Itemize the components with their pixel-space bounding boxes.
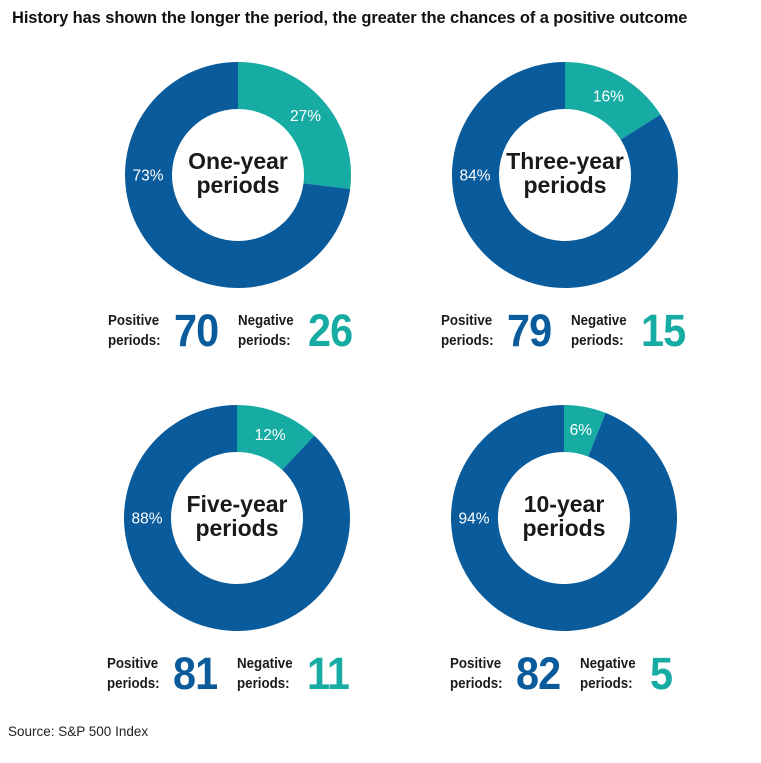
positive-periods-value: 70 bbox=[174, 305, 219, 356]
positive-periods-value: 79 bbox=[507, 305, 552, 356]
negative-periods-label: Negative periods: bbox=[237, 656, 293, 692]
center-label-period: Five-year bbox=[186, 491, 287, 517]
positive-slice bbox=[125, 62, 351, 288]
negative-periods-value: 15 bbox=[641, 305, 686, 356]
donut-panel-one-year: 27% 73% One-year periods Positive periods: 7… bbox=[108, 55, 448, 395]
center-label-periods: periods bbox=[523, 172, 606, 198]
center-label-periods: periods bbox=[522, 515, 605, 541]
negative-periods-label: Negative periods: bbox=[571, 313, 627, 349]
positive-pct-label: 88% bbox=[131, 511, 162, 528]
negative-slice bbox=[564, 405, 606, 457]
negative-periods-value: 5 bbox=[650, 648, 673, 699]
negative-pct-label: 6% bbox=[570, 422, 593, 439]
positive-periods-value: 81 bbox=[173, 648, 218, 699]
negative-slice bbox=[565, 62, 661, 140]
center-label-period: Three-year bbox=[506, 148, 624, 174]
negative-slice bbox=[237, 405, 315, 470]
positive-periods-label: Positive periods: bbox=[441, 313, 494, 349]
negative-pct-label: 27% bbox=[290, 108, 321, 125]
center-label-periods: periods bbox=[195, 515, 278, 541]
stats-row: Positive periods: 82 Negative periods: 5 bbox=[450, 651, 674, 697]
positive-periods-label: Positive periods: bbox=[107, 656, 160, 692]
donut-panel-ten-year: 6% 94% 10-year periods Positive periods: 82 … bbox=[444, 398, 761, 738]
positive-pct-label: 73% bbox=[132, 168, 163, 185]
negative-pct-label: 12% bbox=[255, 427, 286, 444]
center-label-period: 10-year bbox=[524, 491, 605, 517]
donut-panel-five-year: 12% 88% Five-year periods Positive periods: … bbox=[107, 398, 447, 738]
negative-periods-value: 26 bbox=[308, 305, 353, 356]
negative-periods-label: Negative periods: bbox=[580, 656, 636, 692]
donut-panel-three-year: 16% 84% Three-year periods Positive periods:… bbox=[441, 55, 761, 395]
negative-periods-label: Negative periods: bbox=[238, 313, 294, 349]
center-label-period: One-year bbox=[188, 148, 288, 174]
positive-slice bbox=[451, 405, 677, 631]
positive-periods-label: Positive periods: bbox=[108, 313, 161, 349]
stats-row: Positive periods: 70 Negative periods: 26 bbox=[108, 308, 356, 354]
positive-slice bbox=[452, 62, 678, 288]
negative-pct-label: 16% bbox=[593, 89, 624, 106]
positive-pct-label: 94% bbox=[458, 511, 489, 528]
negative-slice bbox=[238, 62, 351, 190]
source-note: Source: S&P 500 Index bbox=[8, 724, 149, 739]
chart-title: History has shown the longer the period,… bbox=[12, 9, 688, 27]
stats-row: Positive periods: 81 Negative periods: 11 bbox=[107, 651, 353, 697]
stats-row: Positive periods: 79 Negative periods: 15 bbox=[441, 308, 689, 354]
positive-periods-value: 82 bbox=[516, 648, 561, 699]
positive-slice bbox=[123, 405, 351, 631]
negative-periods-value: 11 bbox=[307, 648, 350, 699]
positive-periods-label: Positive periods: bbox=[450, 656, 503, 692]
center-label-periods: periods bbox=[196, 172, 279, 198]
positive-pct-label: 84% bbox=[459, 168, 490, 185]
